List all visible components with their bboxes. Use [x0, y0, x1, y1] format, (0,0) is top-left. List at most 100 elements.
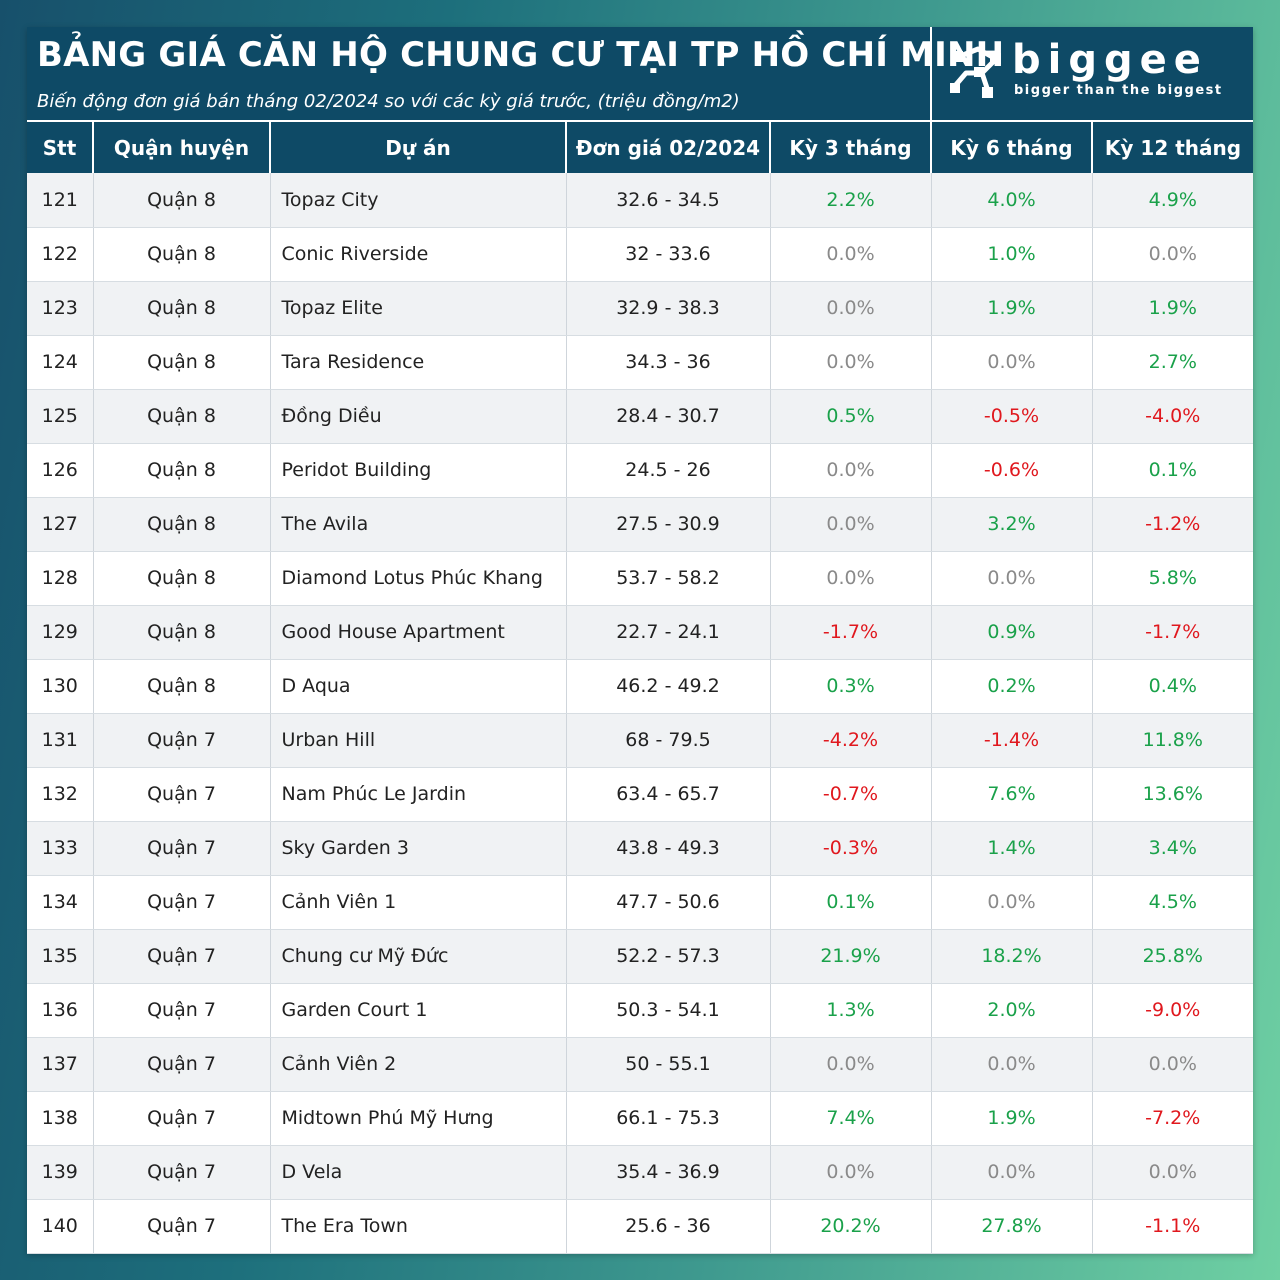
cell-change-6m: 18.2% [930, 929, 1092, 984]
cell-change-6m: 0.0% [930, 875, 1092, 930]
cell-stt: 121 [27, 173, 93, 228]
cell-price: 68 - 79.5 [565, 713, 770, 768]
table-header-row: Stt Quận huyện Dự án Đơn giá 02/2024 Kỳ 3 th… [27, 120, 1253, 173]
column-header-change-3m: Kỳ 3 tháng [769, 120, 931, 173]
cell-change-6m: 0.0% [930, 335, 1092, 390]
cell-district: Quận 8 [92, 443, 270, 498]
cell-project: Tara Residence [269, 335, 566, 390]
table-row: 121 Quận 8 Topaz City 32.6 - 34.5 2.2% 4.0% 4.… [27, 173, 1253, 228]
cell-change-6m: 1.9% [930, 281, 1092, 336]
cell-change-6m: 7.6% [930, 767, 1092, 822]
cell-project: Diamond Lotus Phúc Khang [269, 551, 566, 606]
cell-stt: 136 [27, 983, 93, 1038]
cell-change-3m: -0.7% [769, 767, 931, 822]
cell-price: 52.2 - 57.3 [565, 929, 770, 984]
cell-district: Quận 8 [92, 173, 270, 228]
logo-wordmark: biggee [1012, 37, 1208, 83]
cell-project: Sky Garden 3 [269, 821, 566, 876]
column-header-district: Quận huyện [92, 120, 270, 173]
cell-change-12m: -9.0% [1091, 983, 1253, 1038]
cell-project: Good House Apartment [269, 605, 566, 660]
table-row: 138 Quận 7 Midtown Phú Mỹ Hưng 66.1 - 75.3 7… [27, 1091, 1253, 1146]
table-row: 129 Quận 8 Good House Apartment 22.7 - 24.1… [27, 605, 1253, 660]
cell-change-12m: -1.1% [1091, 1199, 1253, 1254]
cell-stt: 130 [27, 659, 93, 714]
cell-change-6m: -1.4% [930, 713, 1092, 768]
cell-district: Quận 7 [92, 1091, 270, 1146]
cell-change-12m: 4.9% [1091, 173, 1253, 228]
cell-district: Quận 8 [92, 659, 270, 714]
cell-stt: 140 [27, 1199, 93, 1254]
cell-change-12m: 0.0% [1091, 227, 1253, 282]
cell-price: 35.4 - 36.9 [565, 1145, 770, 1200]
cell-change-12m: -1.7% [1091, 605, 1253, 660]
cell-change-12m: -7.2% [1091, 1091, 1253, 1146]
cell-stt: 138 [27, 1091, 93, 1146]
cell-price: 63.4 - 65.7 [565, 767, 770, 822]
cell-district: Quận 7 [92, 929, 270, 984]
table-header-banner: BẢNG GIÁ CĂN HỘ CHUNG CƯ TẠI TP HỒ CHÍ M… [27, 27, 1253, 120]
cell-project: D Vela [269, 1145, 566, 1200]
cell-change-3m: 1.3% [769, 983, 931, 1038]
cell-price: 43.8 - 49.3 [565, 821, 770, 876]
cell-project: Midtown Phú Mỹ Hưng [269, 1091, 566, 1146]
cell-change-12m: -4.0% [1091, 389, 1253, 444]
price-table: Stt Quận huyện Dự án Đơn giá 02/2024 Kỳ 3 th… [27, 120, 1253, 1254]
cell-stt: 128 [27, 551, 93, 606]
cell-change-3m: 0.0% [769, 1145, 931, 1200]
cell-change-3m: -1.7% [769, 605, 931, 660]
cell-stt: 134 [27, 875, 93, 930]
cell-change-12m: 25.8% [1091, 929, 1253, 984]
cell-stt: 132 [27, 767, 93, 822]
table-row: 137 Quận 7 Cảnh Viên 2 50 - 55.1 0.0% 0.0% 0.0… [27, 1037, 1253, 1092]
table-row: 135 Quận 7 Chung cư Mỹ Đức 52.2 - 57.3 21.9%… [27, 929, 1253, 984]
table-row: 124 Quận 8 Tara Residence 34.3 - 36 0.0% 0.0%… [27, 335, 1253, 390]
table-row: 132 Quận 7 Nam Phúc Le Jardin 63.4 - 65.7 -0… [27, 767, 1253, 822]
cell-change-12m: 1.9% [1091, 281, 1253, 336]
cell-project: Nam Phúc Le Jardin [269, 767, 566, 822]
cell-project: Cảnh Viên 2 [269, 1037, 566, 1092]
cell-price: 25.6 - 36 [565, 1199, 770, 1254]
cell-stt: 122 [27, 227, 93, 282]
cell-district: Quận 7 [92, 1037, 270, 1092]
table-row: 131 Quận 7 Urban Hill 68 - 79.5 -4.2% -1.4% 11… [27, 713, 1253, 768]
brand-logo: biggee bigger than the biggest [930, 27, 1253, 120]
cell-stt: 127 [27, 497, 93, 552]
cell-change-6m: 0.0% [930, 1145, 1092, 1200]
cell-stt: 123 [27, 281, 93, 336]
cell-district: Quận 7 [92, 713, 270, 768]
column-header-project: Dự án [269, 120, 566, 173]
cell-change-12m: 0.1% [1091, 443, 1253, 498]
page-title: BẢNG GIÁ CĂN HỘ CHUNG CƯ TẠI TP HỒ CHÍ M… [37, 35, 1005, 75]
column-header-change-6m: Kỳ 6 tháng [930, 120, 1092, 173]
logo-tagline: bigger than the biggest [1014, 83, 1223, 98]
cell-change-12m: -1.2% [1091, 497, 1253, 552]
cell-district: Quận 8 [92, 605, 270, 660]
table-body: 121 Quận 8 Topaz City 32.6 - 34.5 2.2% 4.0% 4.… [27, 173, 1253, 1254]
cell-change-6m: 1.9% [930, 1091, 1092, 1146]
cell-change-12m: 13.6% [1091, 767, 1253, 822]
cell-price: 66.1 - 75.3 [565, 1091, 770, 1146]
cell-change-6m: 1.0% [930, 227, 1092, 282]
cell-stt: 124 [27, 335, 93, 390]
cell-price: 50.3 - 54.1 [565, 983, 770, 1038]
cell-price: 47.7 - 50.6 [565, 875, 770, 930]
cell-stt: 129 [27, 605, 93, 660]
table-row: 133 Quận 7 Sky Garden 3 43.8 - 49.3 -0.3% 1.4… [27, 821, 1253, 876]
cell-project: The Avila [269, 497, 566, 552]
cell-district: Quận 8 [92, 227, 270, 282]
cell-price: 32.6 - 34.5 [565, 173, 770, 228]
column-header-price: Đơn giá 02/2024 [565, 120, 770, 173]
cell-project: D Aqua [269, 659, 566, 714]
cell-price: 46.2 - 49.2 [565, 659, 770, 714]
cell-project: Topaz City [269, 173, 566, 228]
column-header-stt: Stt [27, 120, 93, 173]
cell-district: Quận 7 [92, 821, 270, 876]
cell-project: Chung cư Mỹ Đức [269, 929, 566, 984]
cell-project: Peridot Building [269, 443, 566, 498]
table-row: 125 Quận 8 Đồng Diều 28.4 - 30.7 0.5% -0.5% -4… [27, 389, 1253, 444]
cell-stt: 137 [27, 1037, 93, 1092]
cell-change-6m: 2.0% [930, 983, 1092, 1038]
cell-district: Quận 7 [92, 875, 270, 930]
